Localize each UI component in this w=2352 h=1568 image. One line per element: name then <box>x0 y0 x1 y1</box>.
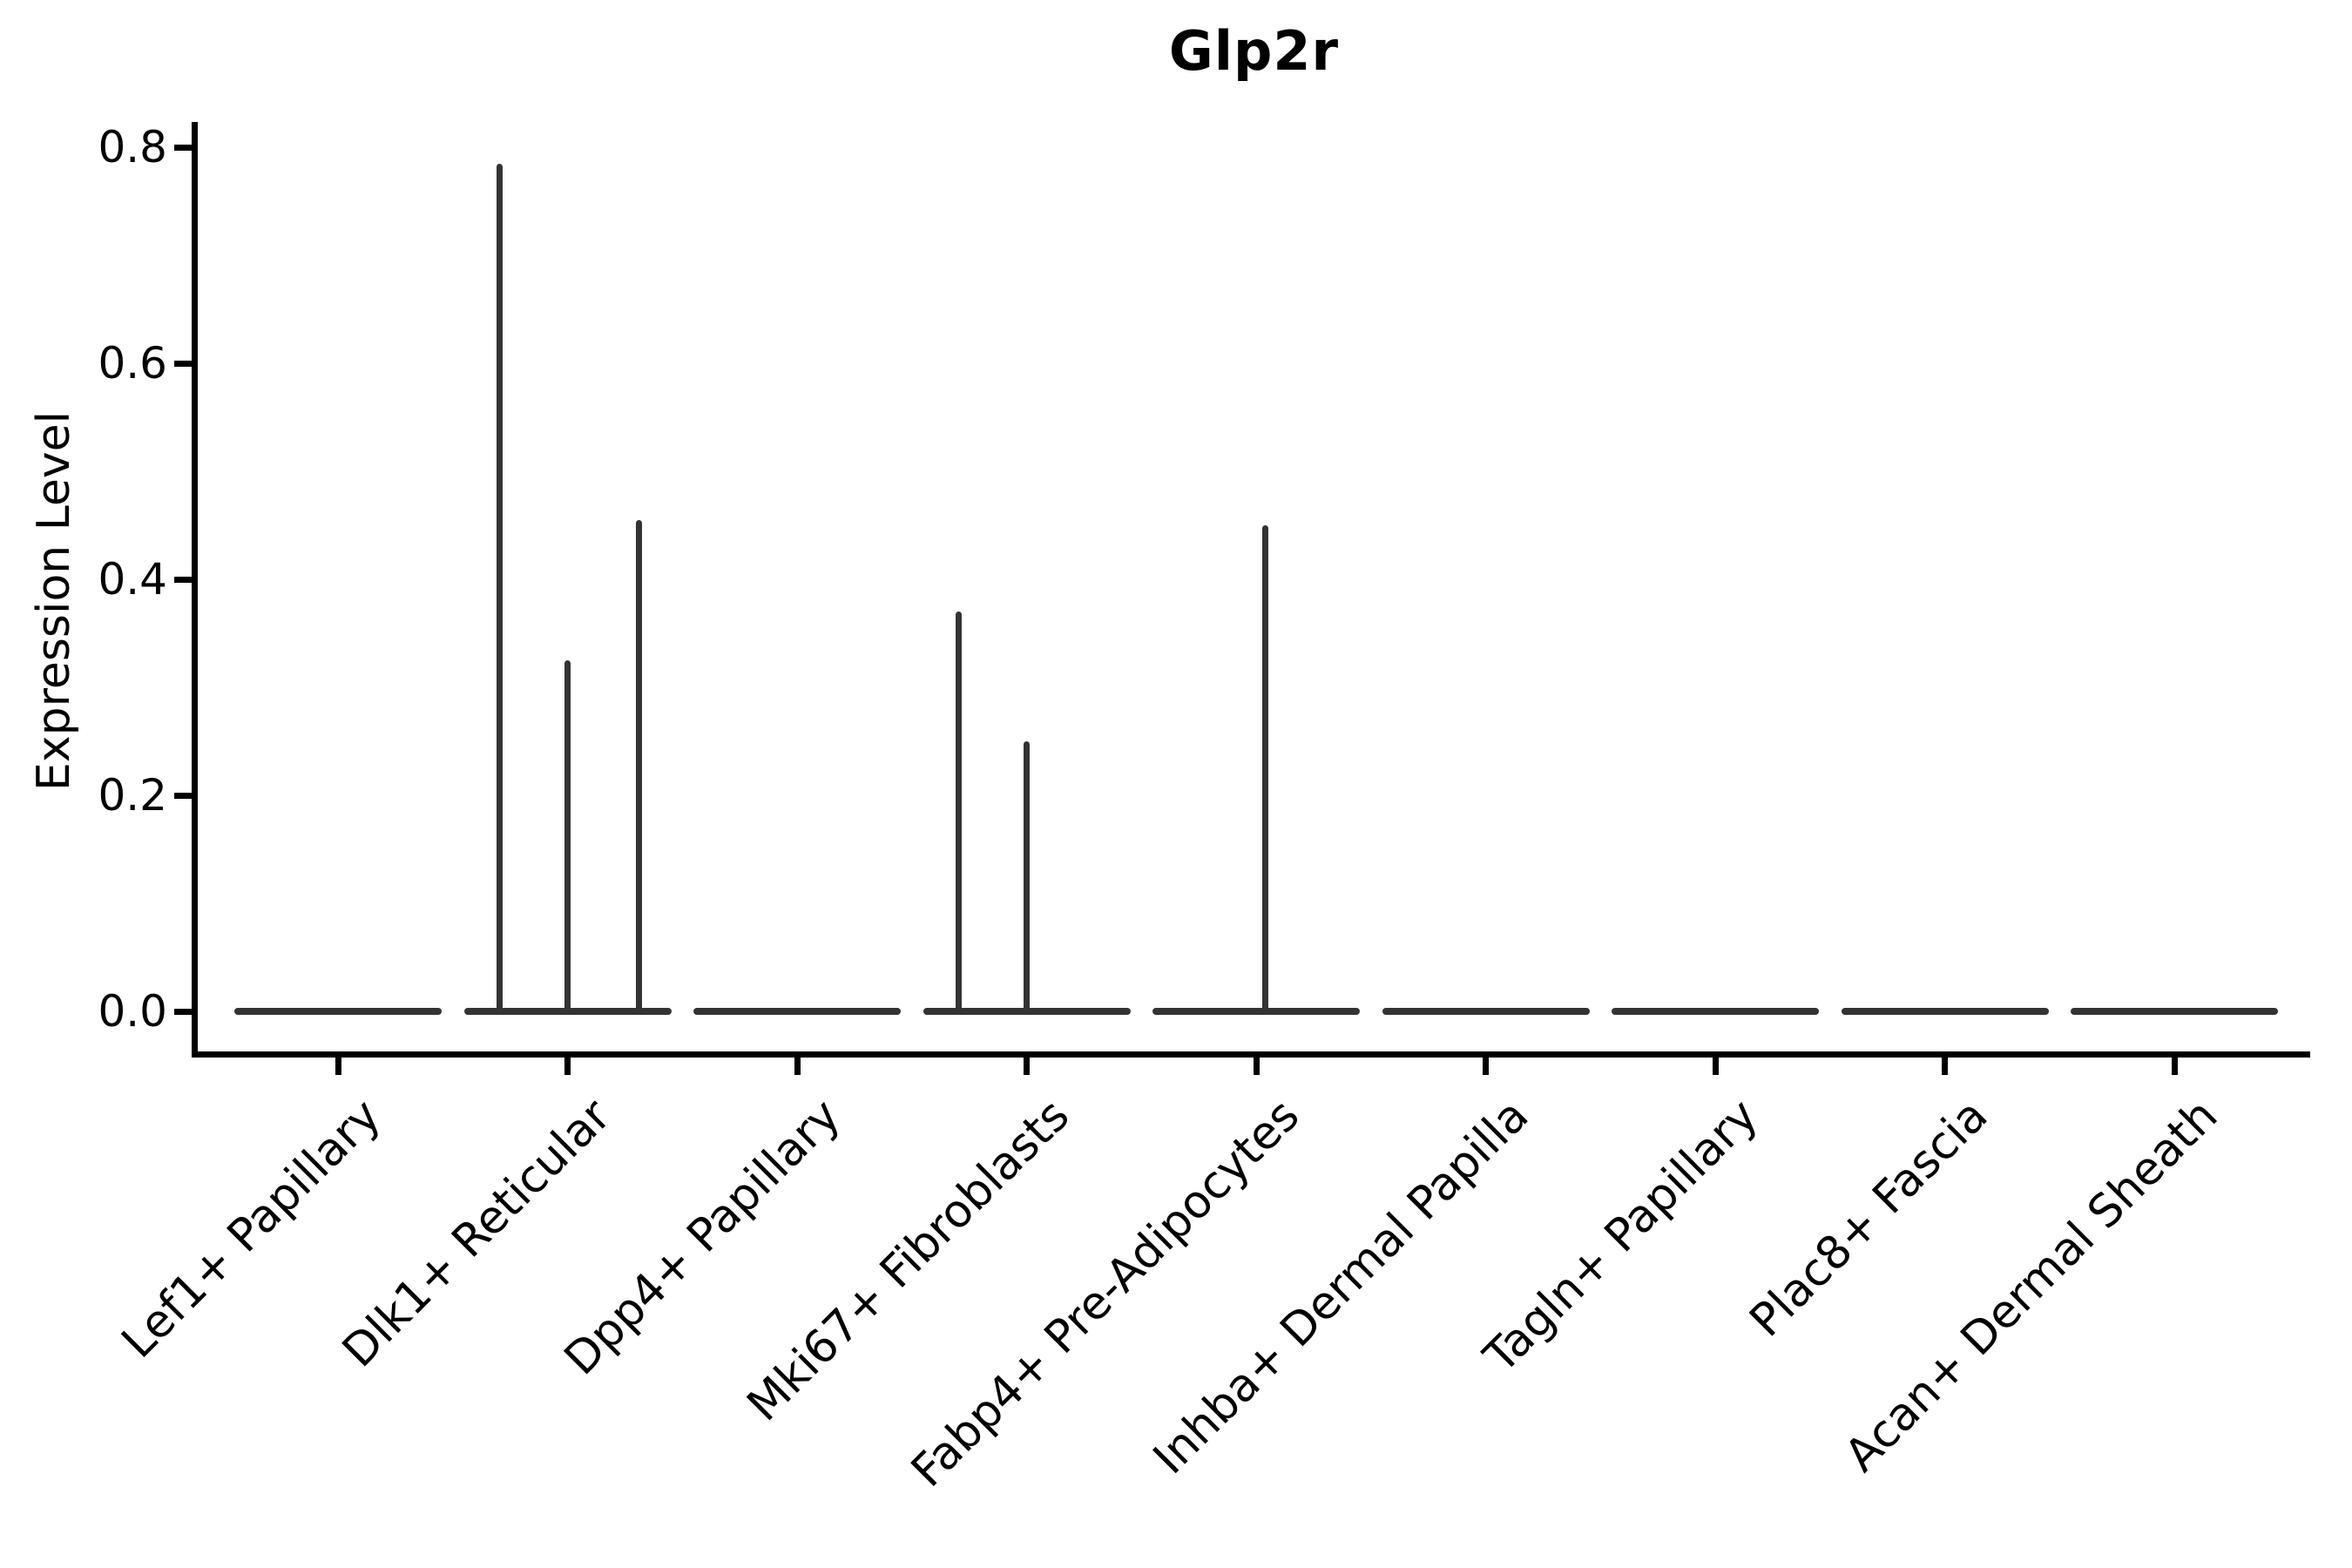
violin-baseline <box>1841 1008 2049 1015</box>
y-axis-spine <box>192 122 198 1058</box>
chart-title: Glp2r <box>1168 19 1340 83</box>
x-tick-mark <box>335 1058 341 1075</box>
y-tick-mark <box>174 360 192 367</box>
x-tick-mark <box>1712 1058 1719 1075</box>
x-tick-label-text: Inhba+ Dermal Papilla <box>1144 1089 1539 1485</box>
violin-baseline <box>693 1008 901 1015</box>
violin-baseline <box>1612 1008 1819 1015</box>
x-axis-spine <box>192 1051 2310 1058</box>
y-tick-label: 0.2 <box>98 770 167 821</box>
x-tick-mark <box>2171 1058 2178 1075</box>
y-tick-label: 0.0 <box>98 986 167 1037</box>
x-tick-mark <box>1483 1058 1489 1075</box>
y-tick-mark <box>174 144 192 151</box>
violin-spike <box>956 612 962 1014</box>
violin-spike <box>564 660 571 1014</box>
y-tick-label: 0.4 <box>98 554 167 605</box>
y-axis-label-text: Expression Level <box>28 410 80 792</box>
y-tick-label: 0.8 <box>98 122 167 172</box>
y-tick-mark <box>174 576 192 583</box>
x-tick-mark <box>1942 1058 1948 1075</box>
x-tick-mark <box>1024 1058 1030 1075</box>
y-tick-mark <box>174 792 192 799</box>
x-tick-label-text: Acan+ Dermal Sheath <box>1835 1089 2228 1483</box>
violin-spike <box>1261 525 1268 1014</box>
y-tick-mark <box>174 1008 192 1015</box>
violin-baseline <box>234 1008 442 1015</box>
x-tick-mark <box>1253 1058 1260 1075</box>
y-tick-label: 0.6 <box>98 338 167 389</box>
violin-baseline <box>1152 1008 1360 1015</box>
x-tick-label-text: Plac8+ Fascia <box>1740 1089 1998 1348</box>
violin-spike <box>1024 741 1030 1014</box>
violin-baseline <box>2071 1008 2278 1015</box>
x-tick-mark <box>794 1058 801 1075</box>
x-tick-label-text: Fabp4+ Pre-Adipocytes <box>901 1089 1310 1497</box>
violin-baseline <box>1382 1008 1590 1015</box>
violin-spike <box>636 519 642 1014</box>
violin-spike <box>497 163 503 1014</box>
x-tick-mark <box>564 1058 571 1075</box>
